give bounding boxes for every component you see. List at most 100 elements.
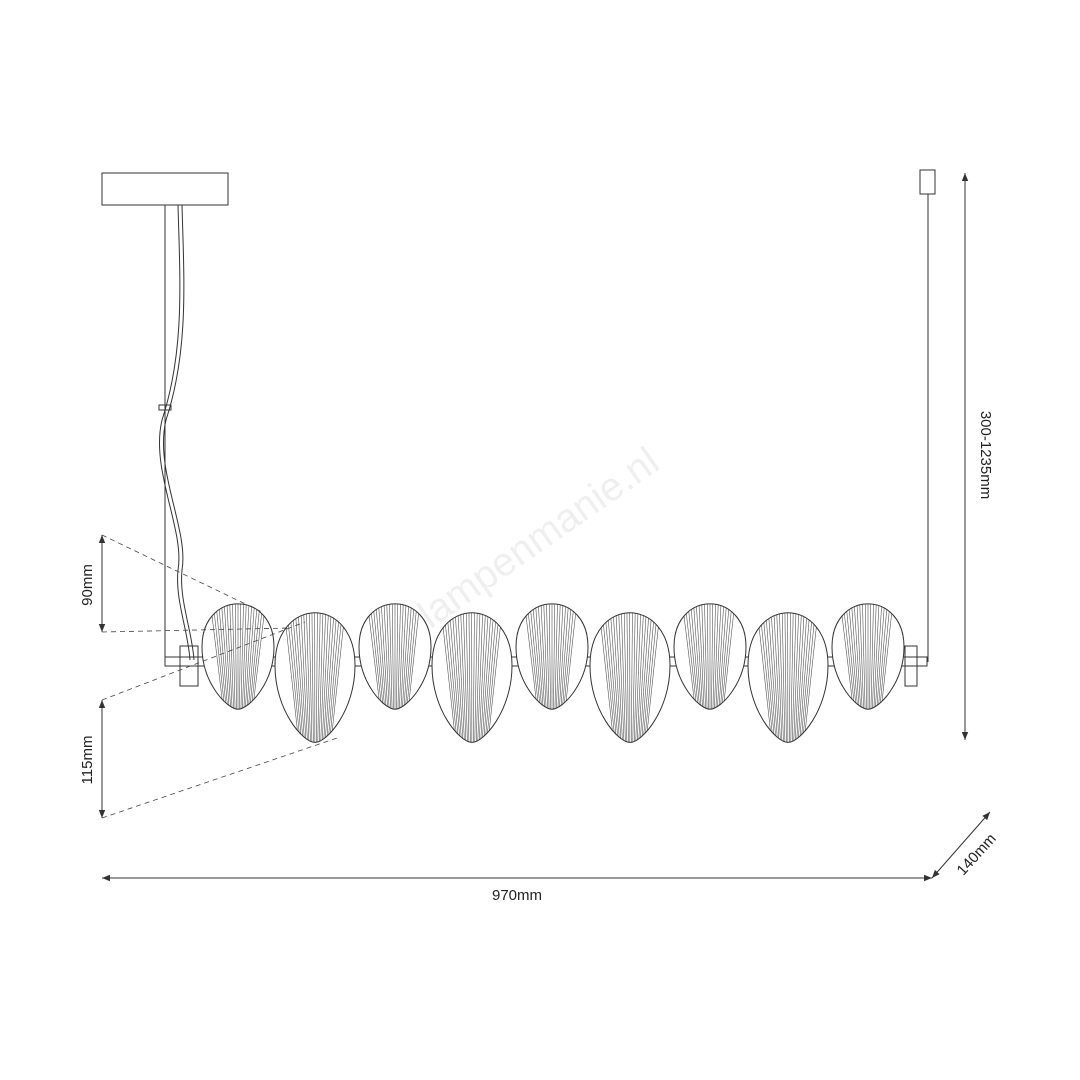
rib xyxy=(555,603,566,710)
rib xyxy=(479,612,503,743)
rib xyxy=(286,612,308,743)
rib xyxy=(850,603,864,710)
rib xyxy=(473,612,479,743)
rib xyxy=(391,603,395,710)
rib xyxy=(622,612,629,743)
rib xyxy=(320,612,336,743)
rib xyxy=(857,603,866,710)
shell xyxy=(831,603,905,710)
rib xyxy=(467,612,472,743)
rib xyxy=(706,603,710,710)
rib xyxy=(276,612,306,743)
rib xyxy=(558,603,577,710)
rib xyxy=(541,603,550,710)
rib xyxy=(773,612,785,743)
rib xyxy=(864,603,868,710)
rib xyxy=(713,603,724,710)
rib xyxy=(206,603,231,710)
rib xyxy=(239,603,246,710)
rib xyxy=(595,612,622,743)
shell-outline xyxy=(515,603,589,710)
rib xyxy=(527,603,546,710)
shell-ribs xyxy=(276,612,353,743)
rib xyxy=(402,603,427,710)
rib xyxy=(297,612,311,743)
rib xyxy=(833,603,860,710)
shell-ribs xyxy=(517,603,584,710)
rib xyxy=(559,603,584,710)
rib xyxy=(538,603,549,710)
rib xyxy=(714,603,728,710)
rib xyxy=(238,603,242,710)
rib xyxy=(384,603,393,710)
shell-outline xyxy=(747,612,829,743)
rib xyxy=(246,603,273,710)
rib xyxy=(310,612,315,743)
rib xyxy=(370,603,389,710)
rib xyxy=(472,612,476,743)
shell-outline xyxy=(431,612,513,743)
rib xyxy=(454,612,468,743)
shell xyxy=(358,603,432,710)
rib xyxy=(315,612,319,743)
rib xyxy=(227,603,236,710)
wire-clamp xyxy=(158,404,172,411)
rib xyxy=(615,612,627,743)
shell xyxy=(431,612,513,743)
height-label: 300-1235mm xyxy=(977,411,994,499)
rib xyxy=(398,603,409,710)
rib xyxy=(457,612,469,743)
rib xyxy=(517,603,544,710)
rib xyxy=(317,612,326,743)
rib xyxy=(464,612,471,743)
shell-ribs xyxy=(433,612,510,743)
shell-ribs xyxy=(203,603,273,710)
rib xyxy=(399,603,413,710)
shell-ribs xyxy=(675,603,742,710)
rib xyxy=(710,603,714,710)
rib xyxy=(711,603,718,710)
rib xyxy=(871,603,882,710)
rib xyxy=(636,612,658,743)
rib xyxy=(770,612,784,743)
rib xyxy=(440,612,465,743)
rib xyxy=(763,612,782,743)
rib xyxy=(321,612,343,743)
rib xyxy=(840,603,862,710)
rib xyxy=(797,612,826,743)
rib xyxy=(836,603,861,710)
rib xyxy=(635,612,654,743)
rib xyxy=(780,612,787,743)
shell-ribs xyxy=(749,612,826,743)
rib xyxy=(318,612,329,743)
rib xyxy=(689,603,705,710)
rib xyxy=(783,612,788,743)
rib xyxy=(756,612,781,743)
rib xyxy=(544,603,551,710)
rib xyxy=(795,612,819,743)
rib xyxy=(870,603,879,710)
rib xyxy=(717,603,742,710)
cable xyxy=(158,204,191,661)
rib xyxy=(793,612,809,743)
shell-outline xyxy=(589,612,671,743)
rib xyxy=(696,603,707,710)
rib xyxy=(872,603,886,710)
rib xyxy=(759,612,781,743)
rib xyxy=(395,603,399,710)
rib xyxy=(316,612,322,743)
rib xyxy=(433,612,463,743)
shell-outline xyxy=(831,603,905,710)
rib xyxy=(553,603,560,710)
rib xyxy=(243,603,259,710)
shell xyxy=(515,603,589,710)
rib xyxy=(554,603,563,710)
rib xyxy=(387,603,394,710)
rib xyxy=(712,603,721,710)
rib xyxy=(633,612,644,743)
rib xyxy=(307,612,314,743)
rib xyxy=(234,603,238,710)
rib xyxy=(794,612,816,743)
